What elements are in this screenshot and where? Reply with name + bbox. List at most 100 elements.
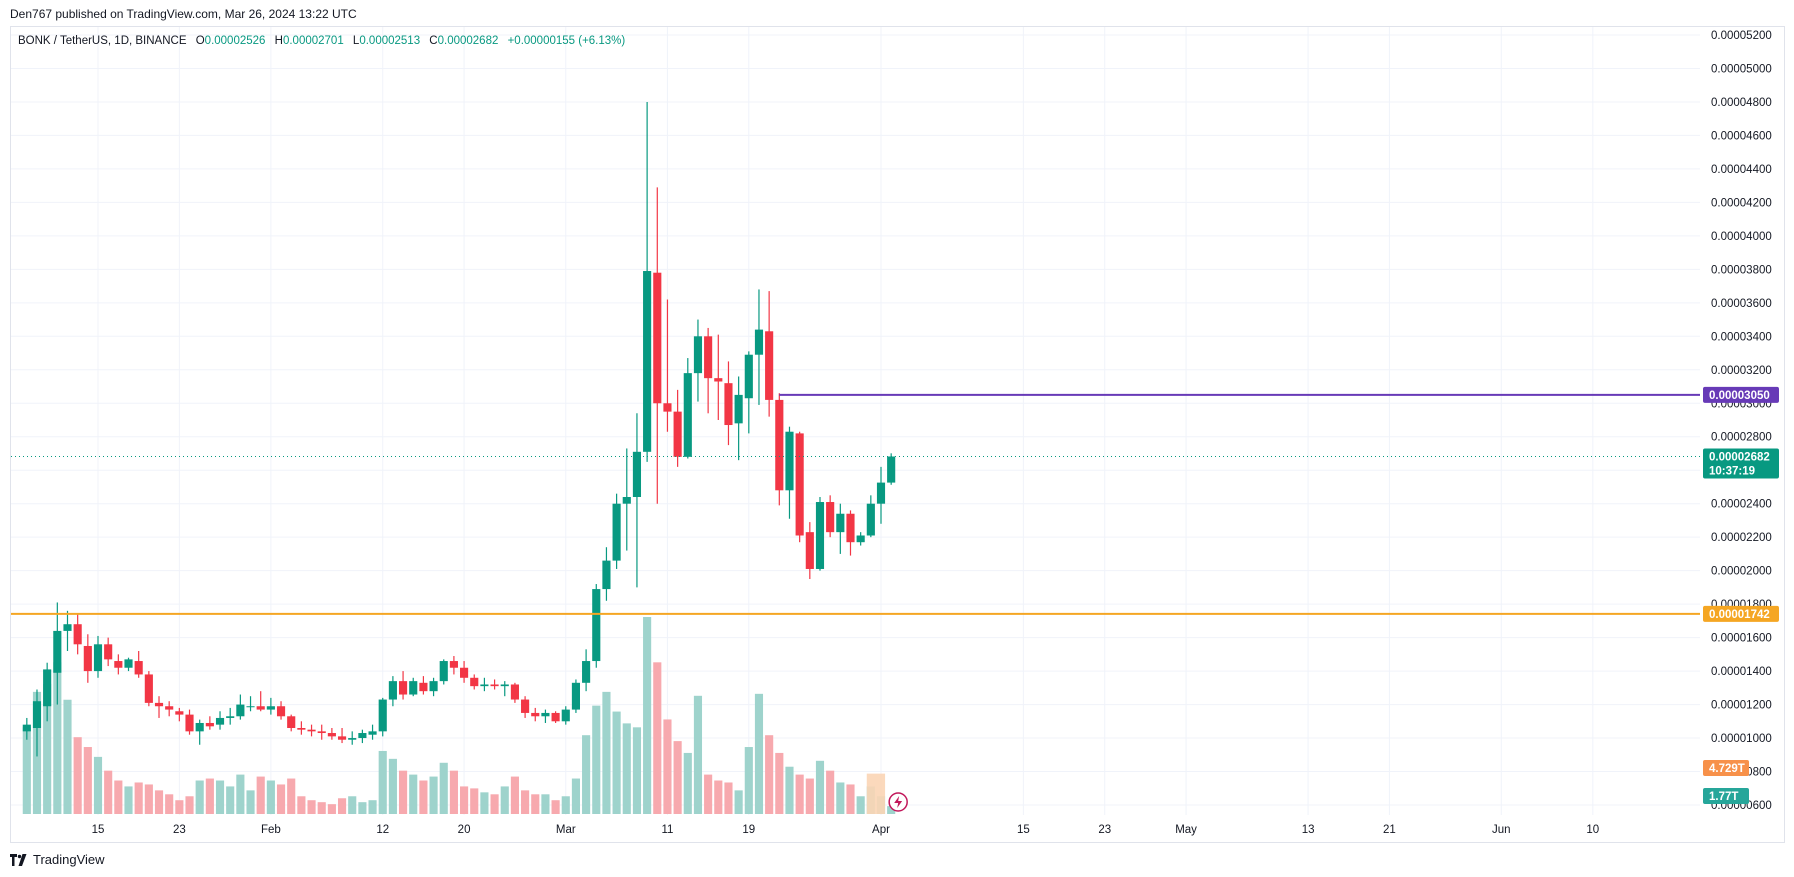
time-tick-label: Apr: [872, 824, 890, 836]
volume-bar: [582, 735, 591, 814]
volume-bar: [815, 760, 825, 814]
candle-body: [602, 560, 611, 590]
candle-body: [612, 503, 621, 561]
candle: [724, 361, 733, 446]
time-axis: 15 23 Feb 12 20 Mar 11 19 Apr 15 23 May 13 21 Jun 10: [92, 824, 1600, 836]
volume-bar: [734, 790, 743, 814]
volume-bar: [673, 741, 682, 814]
volume-bar: [368, 800, 377, 814]
candle-body: [521, 699, 530, 713]
price-tick-label: 0.00002000: [1711, 566, 1772, 578]
volume-bar: [449, 770, 458, 814]
volume-tag-text: 1.77T: [1709, 791, 1738, 803]
volume-bar: [43, 683, 52, 814]
candle-body: [460, 667, 469, 678]
candle: [887, 453, 896, 485]
candle: [460, 661, 469, 683]
volume-bar: [165, 794, 174, 814]
candle: [805, 522, 814, 580]
candle: [368, 724, 377, 740]
candle-body: [215, 717, 225, 725]
candle: [32, 689, 42, 757]
candle: [673, 389, 682, 467]
candle-body: [653, 272, 662, 404]
volume-bar: [439, 762, 448, 814]
volume-bar: [53, 662, 62, 814]
candle-body: [531, 712, 540, 717]
volume-bar: [836, 782, 845, 814]
candle: [561, 706, 570, 725]
price-tick-label: 0.00001000: [1711, 733, 1772, 745]
candle: [226, 707, 235, 725]
high-value: 0.00002701: [282, 35, 344, 47]
candles: [22, 101, 896, 757]
candle: [266, 697, 275, 715]
volume-bar: [785, 766, 794, 814]
volume-bar: [856, 796, 865, 814]
volume-bar: [805, 778, 814, 814]
volume-bar: [144, 784, 153, 814]
candle-body: [358, 733, 367, 739]
candle-body: [165, 706, 174, 710]
candle: [571, 679, 581, 713]
last-price-tag: 0.00002682 10:37:19: [1703, 448, 1779, 479]
candle-body: [826, 502, 835, 533]
candle: [236, 694, 245, 720]
open-value: 0.00002526: [204, 35, 266, 47]
footer-brand-label: TradingView: [33, 852, 105, 867]
candle-body: [876, 482, 886, 504]
volume-bar: [287, 778, 296, 814]
candle-body: [856, 535, 865, 543]
volume-bar: [266, 780, 275, 814]
chart-frame[interactable]: [10, 26, 1785, 843]
candle-body: [93, 644, 103, 672]
volume-tag-bg: [1703, 788, 1749, 804]
volume-bar: [744, 747, 753, 814]
candle-body: [693, 336, 703, 374]
candle: [22, 717, 31, 740]
candle: [337, 728, 347, 744]
candle-body: [83, 645, 92, 672]
resistance-price-tag: 0.00003050: [1703, 386, 1779, 403]
volume-bar: [541, 794, 550, 814]
volume-bar: [714, 780, 723, 814]
price-tick-label: 0.00004600: [1711, 130, 1772, 142]
candle: [429, 677, 438, 697]
time-tick-label: 11: [661, 824, 673, 836]
candle-body: [175, 711, 184, 715]
price-tick-label: 0.00005200: [1711, 30, 1772, 42]
candle: [500, 681, 509, 697]
support-price-tag-text: 0.00001742: [1709, 609, 1770, 621]
volume-bar: [93, 756, 103, 814]
candle: [632, 413, 642, 588]
low-value: 0.00002513: [359, 35, 421, 47]
volume-bar: [246, 790, 255, 814]
time-tick-label: 15: [1017, 824, 1030, 836]
candle-body: [724, 383, 733, 426]
volume-bar: [398, 770, 408, 814]
time-tick-label: 23: [173, 824, 186, 836]
candle-body: [205, 722, 214, 727]
volume-bar: [460, 786, 469, 814]
candle-body: [683, 373, 692, 457]
footer-brand[interactable]: TradingView: [10, 852, 105, 867]
candle: [653, 187, 662, 504]
candle: [195, 719, 204, 745]
candle-body: [734, 394, 743, 424]
candle: [165, 701, 174, 717]
price-axis: 0.00005200 0.00005000 0.00004800 0.00004600…: [1711, 30, 1772, 812]
candle: [765, 291, 774, 417]
time-tick-label: Mar: [556, 824, 576, 836]
volume-bar: [653, 662, 662, 814]
candle: [663, 299, 672, 432]
volume-bar: [419, 780, 428, 814]
candle-body: [134, 661, 143, 675]
candle: [693, 319, 703, 402]
candle: [287, 714, 296, 732]
volume-bar: [571, 778, 581, 814]
candle: [582, 649, 591, 692]
candle-body: [429, 681, 438, 692]
candle: [378, 697, 387, 737]
candle-body: [327, 733, 336, 737]
